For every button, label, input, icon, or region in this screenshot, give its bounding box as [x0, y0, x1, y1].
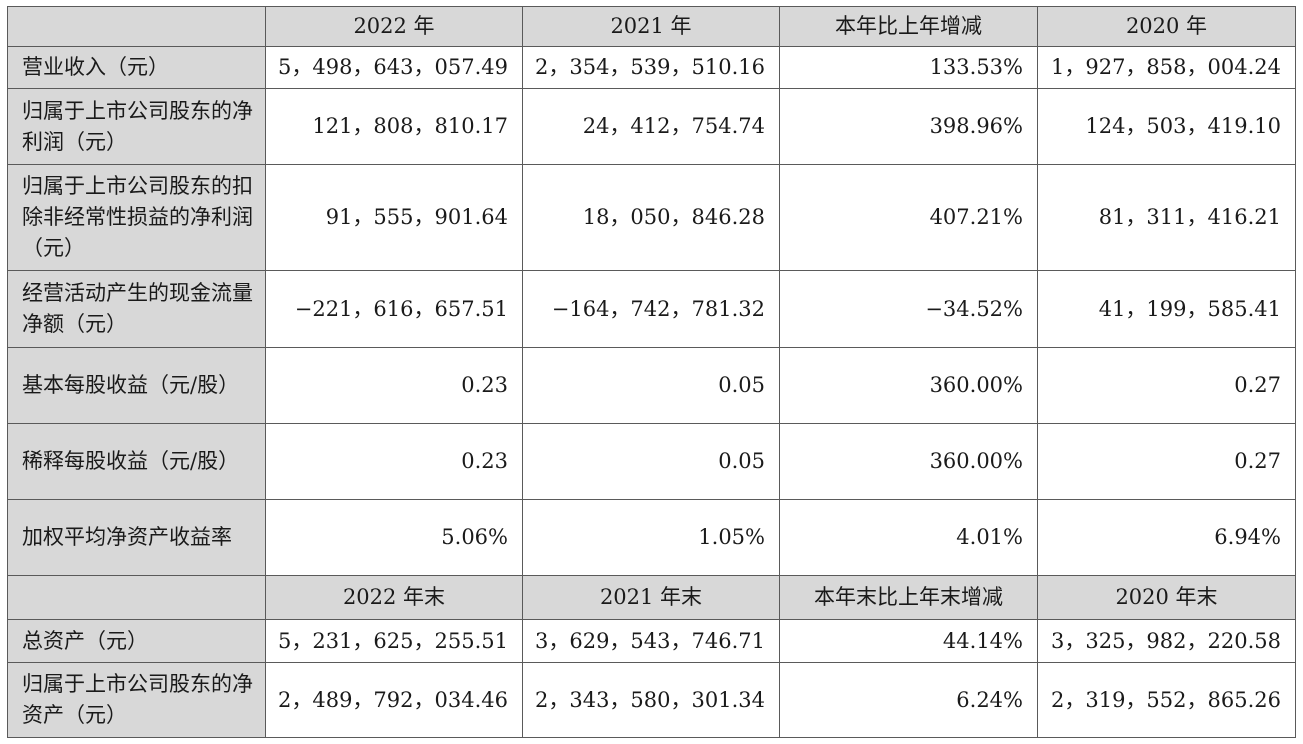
value-cell: 3，629，543，746.71: [522, 619, 780, 663]
value-cell: 360.00%: [779, 423, 1038, 500]
header-2020: 2020 年: [1037, 6, 1296, 47]
value-cell: 6.24%: [779, 662, 1038, 738]
row-label: 总资产（元）: [7, 619, 266, 663]
value-cell: 398.96%: [779, 88, 1038, 165]
header-row-year-end: 2022 年末 2021 年末 本年末比上年末增减 2020 年末: [7, 575, 1296, 620]
header-year-end-change: 本年末比上年末增减: [779, 575, 1038, 620]
row-label: 归属于上市公司股东的扣除非经常性损益的净利润（元）: [7, 164, 266, 271]
table-row: 归属于上市公司股东的净利润（元） 121，808，810.17 24，412，7…: [7, 88, 1296, 165]
value-cell: −34.52%: [779, 270, 1038, 348]
header-blank-cell: [7, 6, 266, 47]
table-row: 营业收入（元） 5，498，643，057.49 2，354，539，510.1…: [7, 46, 1296, 89]
value-cell: 4.01%: [779, 499, 1038, 576]
value-cell: 18，050，846.28: [522, 164, 780, 271]
value-cell: 2，343，580，301.34: [522, 662, 780, 738]
table-row: 加权平均净资产收益率 5.06% 1.05% 4.01% 6.94%: [7, 499, 1296, 576]
value-cell: −164，742，781.32: [522, 270, 780, 348]
row-label: 加权平均净资产收益率: [7, 499, 266, 576]
value-cell: 24，412，754.74: [522, 88, 780, 165]
value-cell: 3，325，982，220.58: [1037, 619, 1296, 663]
table-row: 归属于上市公司股东的扣除非经常性损益的净利润（元） 91，555，901.64 …: [7, 164, 1296, 271]
value-cell: −221，616，657.51: [265, 270, 523, 348]
value-cell: 91，555，901.64: [265, 164, 523, 271]
financial-summary-table: 2022 年 2021 年 本年比上年增减 2020 年 营业收入（元） 5，4…: [7, 6, 1296, 738]
value-cell: 2，354，539，510.16: [522, 46, 780, 89]
value-cell: 0.27: [1037, 347, 1296, 424]
value-cell: 0.27: [1037, 423, 1296, 500]
value-cell: 5，231，625，255.51: [265, 619, 523, 663]
header-2022: 2022 年: [265, 6, 523, 47]
value-cell: 0.05: [522, 347, 780, 424]
header-yoy-change: 本年比上年增减: [779, 6, 1038, 47]
row-label: 稀释每股收益（元/股）: [7, 423, 266, 500]
header-row-years: 2022 年 2021 年 本年比上年增减 2020 年: [7, 6, 1296, 47]
row-label: 经营活动产生的现金流量净额（元）: [7, 270, 266, 348]
table-row: 总资产（元） 5，231，625，255.51 3，629，543，746.71…: [7, 619, 1296, 663]
table-row: 稀释每股收益（元/股） 0.23 0.05 360.00% 0.27: [7, 423, 1296, 500]
value-cell: 5.06%: [265, 499, 523, 576]
header-2021-year-end: 2021 年末: [522, 575, 780, 620]
value-cell: 5，498，643，057.49: [265, 46, 523, 89]
row-label: 归属于上市公司股东的净利润（元）: [7, 88, 266, 165]
value-cell: 360.00%: [779, 347, 1038, 424]
value-cell: 133.53%: [779, 46, 1038, 89]
value-cell: 407.21%: [779, 164, 1038, 271]
header-2021: 2021 年: [522, 6, 780, 47]
value-cell: 44.14%: [779, 619, 1038, 663]
table-row: 基本每股收益（元/股） 0.23 0.05 360.00% 0.27: [7, 347, 1296, 424]
value-cell: 41，199，585.41: [1037, 270, 1296, 348]
value-cell: 6.94%: [1037, 499, 1296, 576]
row-label: 营业收入（元）: [7, 46, 266, 89]
value-cell: 2，489，792，034.46: [265, 662, 523, 738]
value-cell: 0.05: [522, 423, 780, 500]
value-cell: 0.23: [265, 347, 523, 424]
row-label: 基本每股收益（元/股）: [7, 347, 266, 424]
header-2020-year-end: 2020 年末: [1037, 575, 1296, 620]
table-row: 归属于上市公司股东的净资产（元） 2，489，792，034.46 2，343，…: [7, 662, 1296, 738]
table-row: 经营活动产生的现金流量净额（元） −221，616，657.51 −164，74…: [7, 270, 1296, 348]
value-cell: 1，927，858，004.24: [1037, 46, 1296, 89]
value-cell: 0.23: [265, 423, 523, 500]
value-cell: 121，808，810.17: [265, 88, 523, 165]
header-2022-year-end: 2022 年末: [265, 575, 523, 620]
header-blank-cell: [7, 575, 266, 620]
value-cell: 1.05%: [522, 499, 780, 576]
value-cell: 81，311，416.21: [1037, 164, 1296, 271]
value-cell: 2，319，552，865.26: [1037, 662, 1296, 738]
row-label: 归属于上市公司股东的净资产（元）: [7, 662, 266, 738]
value-cell: 124，503，419.10: [1037, 88, 1296, 165]
